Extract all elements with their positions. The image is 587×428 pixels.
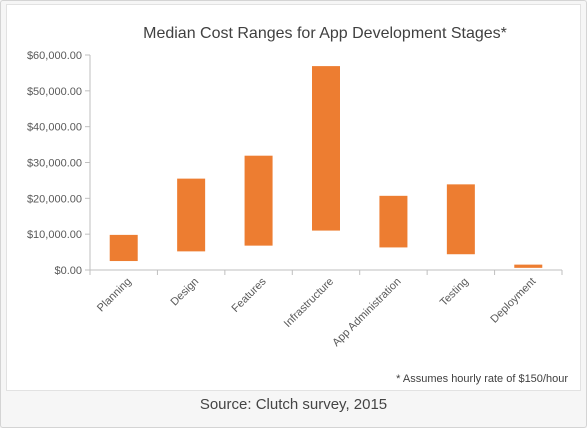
y-tick-label: $60,000.00 bbox=[27, 50, 82, 62]
y-tick-label: $10,000.00 bbox=[27, 229, 82, 241]
bar bbox=[177, 178, 206, 252]
footnote: * Assumes hourly rate of $150/hour bbox=[396, 373, 568, 385]
bar-series bbox=[109, 66, 543, 268]
bar bbox=[446, 184, 475, 255]
x-tick-label: App Administration bbox=[330, 276, 403, 349]
bar bbox=[109, 234, 138, 262]
y-axis: $0.00 $10,000.00 $20,000.00 $30,000.00 $40,0… bbox=[27, 50, 91, 277]
chart-card bbox=[6, 4, 581, 391]
x-tick-label: Planning bbox=[95, 276, 134, 315]
y-tick-label: $50,000.00 bbox=[27, 86, 82, 98]
x-tick-label: Deployment bbox=[488, 276, 538, 326]
x-tick-label: Features bbox=[230, 275, 270, 315]
bar bbox=[379, 195, 408, 248]
source-caption: Source: Clutch survey, 2015 bbox=[199, 396, 388, 413]
y-tick-label: $20,000.00 bbox=[27, 193, 82, 205]
x-tick-label: Infrastructure bbox=[282, 276, 336, 330]
x-tick-label: Testing bbox=[438, 276, 471, 309]
y-tick-label: $30,000.00 bbox=[27, 158, 82, 170]
x-axis: Planning Design Features InfrastructureApp … bbox=[89, 269, 563, 349]
bar bbox=[514, 264, 543, 268]
y-tick-label: $40,000.00 bbox=[27, 122, 82, 134]
x-tick-label: Design bbox=[169, 276, 202, 309]
y-tick-label: $0.00 bbox=[54, 265, 82, 277]
bar bbox=[312, 66, 340, 231]
bar bbox=[244, 155, 273, 246]
chart-title: Median Cost Ranges for App Development S… bbox=[143, 25, 507, 42]
